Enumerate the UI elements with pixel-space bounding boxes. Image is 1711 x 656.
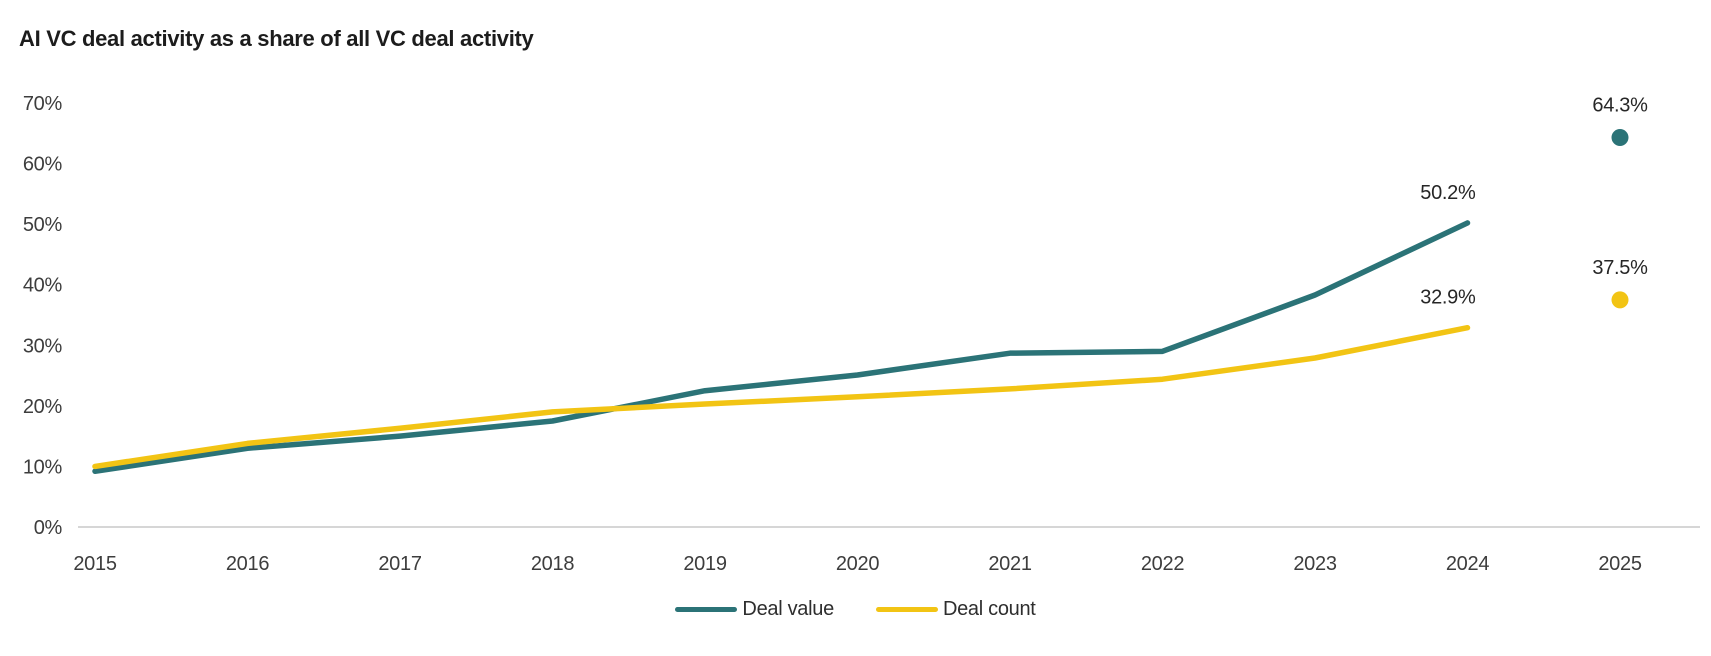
x-axis-tick-label: 2024 — [1446, 553, 1489, 575]
legend-label-deal-count: Deal count — [942, 598, 1036, 620]
x-axis-tick-label: 2018 — [531, 553, 574, 575]
x-axis-tick-label: 2023 — [1293, 553, 1336, 575]
y-axis-tick-label: 50% — [23, 214, 63, 236]
x-axis-tick-label: 2017 — [378, 553, 421, 575]
y-axis-tick-label: 60% — [23, 154, 63, 176]
x-axis-tick-label: 2025 — [1598, 553, 1641, 575]
data-label-deal-count-2025: 37.5% — [1592, 257, 1648, 279]
x-axis-tick-label: 2021 — [988, 553, 1031, 575]
series-line-deal-count — [92, 324, 1471, 470]
y-axis-tick-label: 20% — [23, 396, 63, 418]
legend-label-deal-value: Deal value — [742, 598, 834, 620]
chart-title: AI VC deal activity as a share of all VC… — [19, 26, 534, 51]
y-axis-tick-label: 0% — [34, 517, 63, 539]
data-label-deal-value-2024: 50.2% — [1420, 182, 1476, 204]
legend-item-deal-value: Deal value — [675, 598, 834, 621]
data-label-deal-value-2025: 64.3% — [1592, 95, 1648, 117]
x-axis-tick-label: 2015 — [73, 553, 116, 575]
x-axis-tick-label: 2019 — [683, 553, 726, 575]
y-axis-tick-label: 30% — [23, 335, 63, 357]
chart-legend: Deal value Deal count — [0, 598, 1711, 621]
line-chart-svg: 0% 10% 20% 30% 40% 50% 60% 70% 2015 2016 2017 2018 2… — [23, 93, 1700, 575]
series-line-deal-value — [92, 220, 1471, 475]
y-axis-tick-label: 70% — [23, 93, 63, 115]
y-axis-tick-label: 40% — [23, 275, 63, 297]
x-axis-tick-label: 2022 — [1141, 553, 1184, 575]
data-label-deal-count-2024: 32.9% — [1420, 287, 1476, 309]
legend-line-swatch-icon — [875, 607, 938, 612]
point-marker-deal-value-2025 — [1611, 129, 1629, 147]
legend-item-deal-count: Deal count — [875, 598, 1036, 621]
y-axis-tick-label: 10% — [23, 456, 63, 478]
point-marker-deal-count-2025 — [1611, 291, 1629, 309]
x-axis-tick-label: 2016 — [226, 553, 269, 575]
x-axis-tick-label: 2020 — [836, 553, 879, 575]
legend-line-swatch-icon — [675, 607, 738, 612]
